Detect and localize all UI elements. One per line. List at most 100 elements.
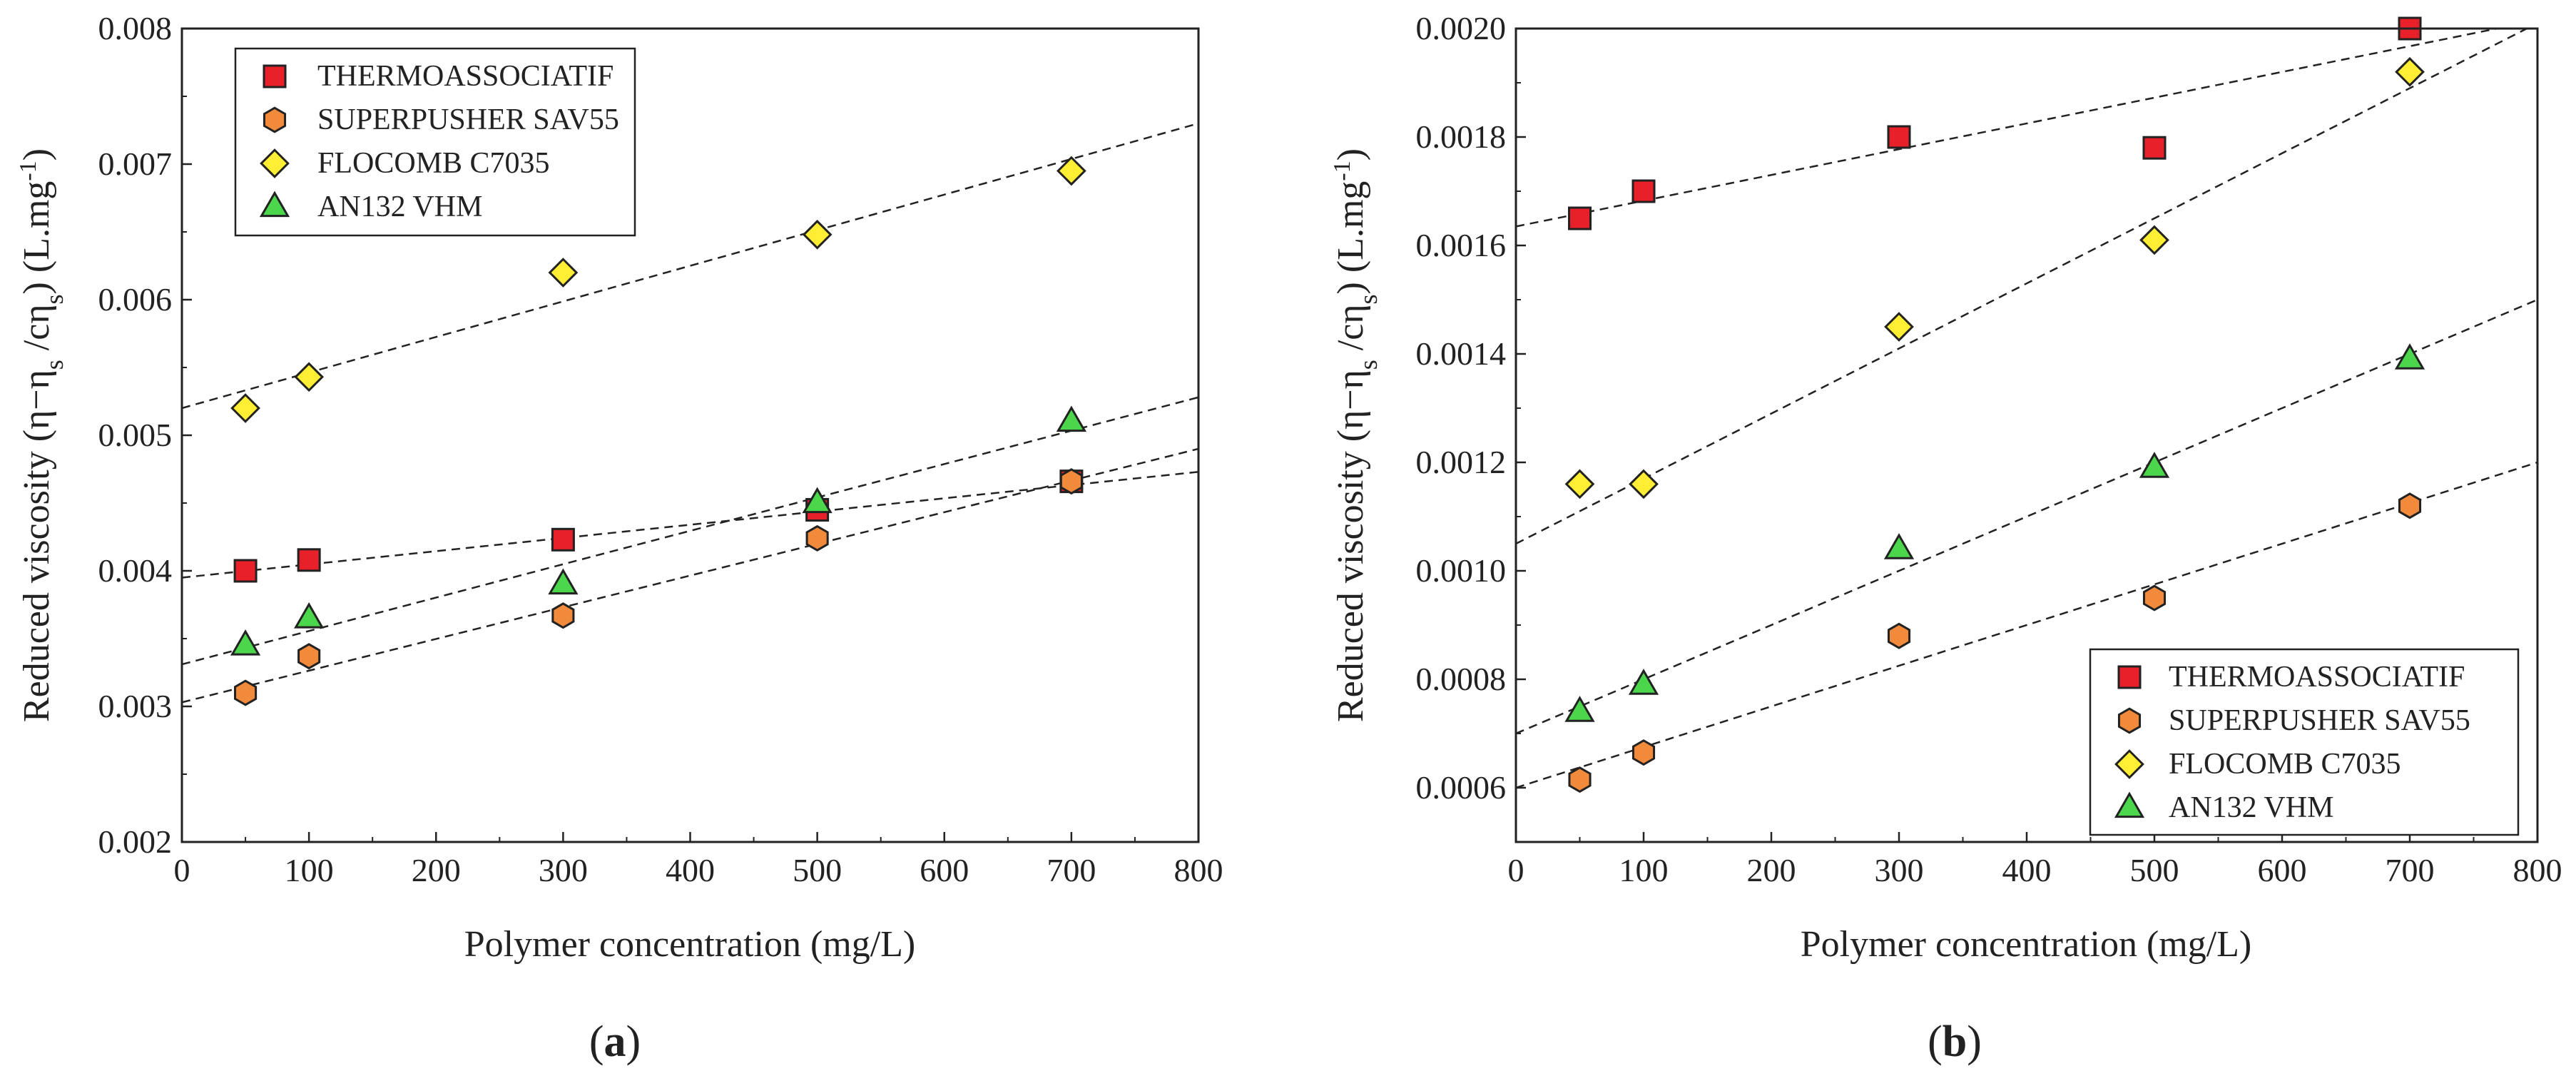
x-tick-label: 700 — [1047, 852, 1096, 888]
y-tick-label: 0.0010 — [1416, 552, 1507, 589]
data-point-flocomb-c7035 — [1884, 312, 1914, 342]
fit-line-flocomb-c7035 — [182, 122, 1198, 410]
legend-marker-superpusher-sav55 — [263, 106, 287, 133]
legend-a: THERMOASSOCIATIF SUPERPUSHER SAV55 FLOCO… — [234, 47, 636, 237]
fit-line-flocomb-c7035 — [1516, 29, 2529, 545]
x-tick-label: 400 — [666, 852, 715, 888]
data-point-superpusher-sav55 — [234, 679, 258, 706]
y-tick-label: 0.007 — [98, 146, 173, 182]
y-tick-label: 0.008 — [98, 10, 173, 46]
y-tick-label: 0.006 — [98, 281, 173, 318]
y-tick-label: 0.004 — [98, 552, 173, 589]
y-tick-label: 0.0018 — [1416, 118, 1507, 155]
y-axis-title-a: Reduced viscosity (η−ηs /cηs) (L.mg-1) — [15, 148, 69, 722]
data-point-thermoassociatif — [1887, 125, 1911, 149]
x-tick-label: 100 — [1619, 852, 1669, 888]
data-point-superpusher-sav55 — [1059, 468, 1083, 495]
data-point-flocomb-c7035 — [1629, 469, 1659, 499]
data-point-superpusher-sav55 — [1631, 739, 1656, 766]
x-tick-label: 400 — [2002, 852, 2052, 888]
data-point-an132-vhm — [294, 602, 325, 629]
data-point-an132-vhm — [1056, 405, 1086, 432]
data-point-thermoassociatif — [297, 548, 321, 572]
legend-label-an132-vhm-b: AN132 VHM — [2169, 791, 2333, 824]
data-point-an132-vhm — [802, 487, 833, 514]
data-point-an132-vhm — [1564, 696, 1595, 722]
y-tick-label: 0.0014 — [1416, 335, 1507, 372]
data-point-superpusher-sav55 — [805, 524, 829, 552]
data-point-thermoassociatif — [551, 527, 575, 552]
legend-marker-an132-vhm — [259, 191, 290, 218]
data-point-an132-vhm — [548, 568, 579, 595]
legend-label-superpusher-sav55-a: SUPERPUSHER SAV55 — [317, 103, 619, 136]
data-point-flocomb-c7035 — [1057, 156, 1086, 186]
data-point-an132-vhm — [1628, 669, 1659, 695]
data-point-an132-vhm — [1883, 533, 1915, 559]
y-tick-label: 0.002 — [98, 823, 173, 860]
data-point-an132-vhm — [2394, 343, 2425, 370]
fit-line-an132-vhm — [182, 396, 1198, 666]
legend-label-flocomb-c7035-b: FLOCOMB C7035 — [2169, 748, 2401, 781]
data-point-flocomb-c7035 — [2395, 56, 2425, 87]
legend-marker-an132-vhm — [2114, 791, 2145, 818]
legend-b: THERMOASSOCIATIF SUPERPUSHER SAV55 FLOCO… — [2089, 648, 2520, 836]
y-tick-label: 0.0016 — [1416, 227, 1507, 263]
x-tick-label: 0 — [174, 852, 190, 888]
legend-marker-thermoassociatif — [263, 64, 287, 88]
data-point-flocomb-c7035 — [548, 258, 579, 288]
data-point-flocomb-c7035 — [294, 362, 324, 392]
data-point-thermoassociatif — [233, 559, 258, 583]
x-tick-label: 100 — [285, 852, 334, 888]
data-point-superpusher-sav55 — [1887, 622, 1911, 649]
x-axis-title-b: Polymer concentration (mg/L) — [1801, 924, 2251, 965]
caption-b: (b) — [1928, 1018, 1982, 1066]
y-tick-label: 0.0020 — [1416, 10, 1507, 46]
data-point-flocomb-c7035 — [802, 219, 833, 250]
x-tick-label: 800 — [1174, 852, 1223, 888]
y-tick-label: 0.0006 — [1416, 769, 1507, 806]
legend-label-thermoassociatif-b: THERMOASSOCIATIF — [2169, 661, 2465, 694]
data-point-superpusher-sav55 — [2142, 584, 2167, 612]
data-point-an132-vhm — [230, 629, 261, 656]
x-tick-label: 300 — [539, 852, 588, 888]
chart-panel-b: 0 100 200 300 400 500 600 700 800 0.0006 0.0008 0.0… — [1329, 10, 2562, 1066]
y-tick-label: 0.0012 — [1416, 444, 1507, 480]
data-point-thermoassociatif — [2142, 136, 2167, 160]
fit-line-superpusher-sav55 — [1516, 461, 2537, 789]
data-point-superpusher-sav55 — [1568, 766, 1592, 793]
x-tick-label: 500 — [793, 852, 842, 888]
y-tick-label: 0.005 — [98, 417, 173, 453]
x-tick-label: 800 — [2513, 852, 2562, 888]
y-tick-label: 0.003 — [98, 688, 173, 724]
caption-a: (a) — [589, 1018, 641, 1066]
legend-box-a — [234, 47, 636, 237]
legend-label-flocomb-c7035-a: FLOCOMB C7035 — [317, 147, 550, 180]
legend-marker-thermoassociatif — [2117, 665, 2142, 689]
x-tick-label: 0 — [1508, 852, 1524, 888]
data-point-an132-vhm — [2139, 452, 2170, 478]
legend-marker-flocomb-c7035 — [2114, 749, 2144, 779]
data-point-flocomb-c7035 — [2139, 225, 2169, 255]
legend-label-an132-vhm-a: AN132 VHM — [317, 191, 482, 223]
data-point-superpusher-sav55 — [2398, 492, 2422, 519]
x-tick-label: 700 — [2386, 852, 2435, 888]
y-axis-title-b: Reduced viscosity (η−ηs /cηs) (L.mg-1) — [1329, 148, 1383, 722]
data-point-flocomb-c7035 — [1564, 469, 1595, 499]
x-axis-title-a: Polymer concentration (mg/L) — [464, 924, 915, 965]
y-tick-label: 0.0008 — [1416, 661, 1507, 697]
legend-marker-superpusher-sav55 — [2117, 707, 2142, 734]
data-point-thermoassociatif — [1568, 206, 1592, 230]
legend-marker-flocomb-c7035 — [260, 148, 290, 178]
legend-label-thermoassociatif-a: THERMOASSOCIATIF — [317, 60, 614, 93]
x-tick-label: 600 — [2258, 852, 2307, 888]
x-tick-label: 200 — [1747, 852, 1796, 888]
data-point-superpusher-sav55 — [551, 602, 575, 629]
fit-line-superpusher-sav55 — [182, 447, 1198, 704]
data-point-flocomb-c7035 — [230, 393, 260, 423]
x-tick-label: 300 — [1875, 852, 1924, 888]
x-tick-label: 500 — [2130, 852, 2179, 888]
x-tick-label: 600 — [920, 852, 969, 888]
legend-box-b — [2089, 648, 2520, 836]
